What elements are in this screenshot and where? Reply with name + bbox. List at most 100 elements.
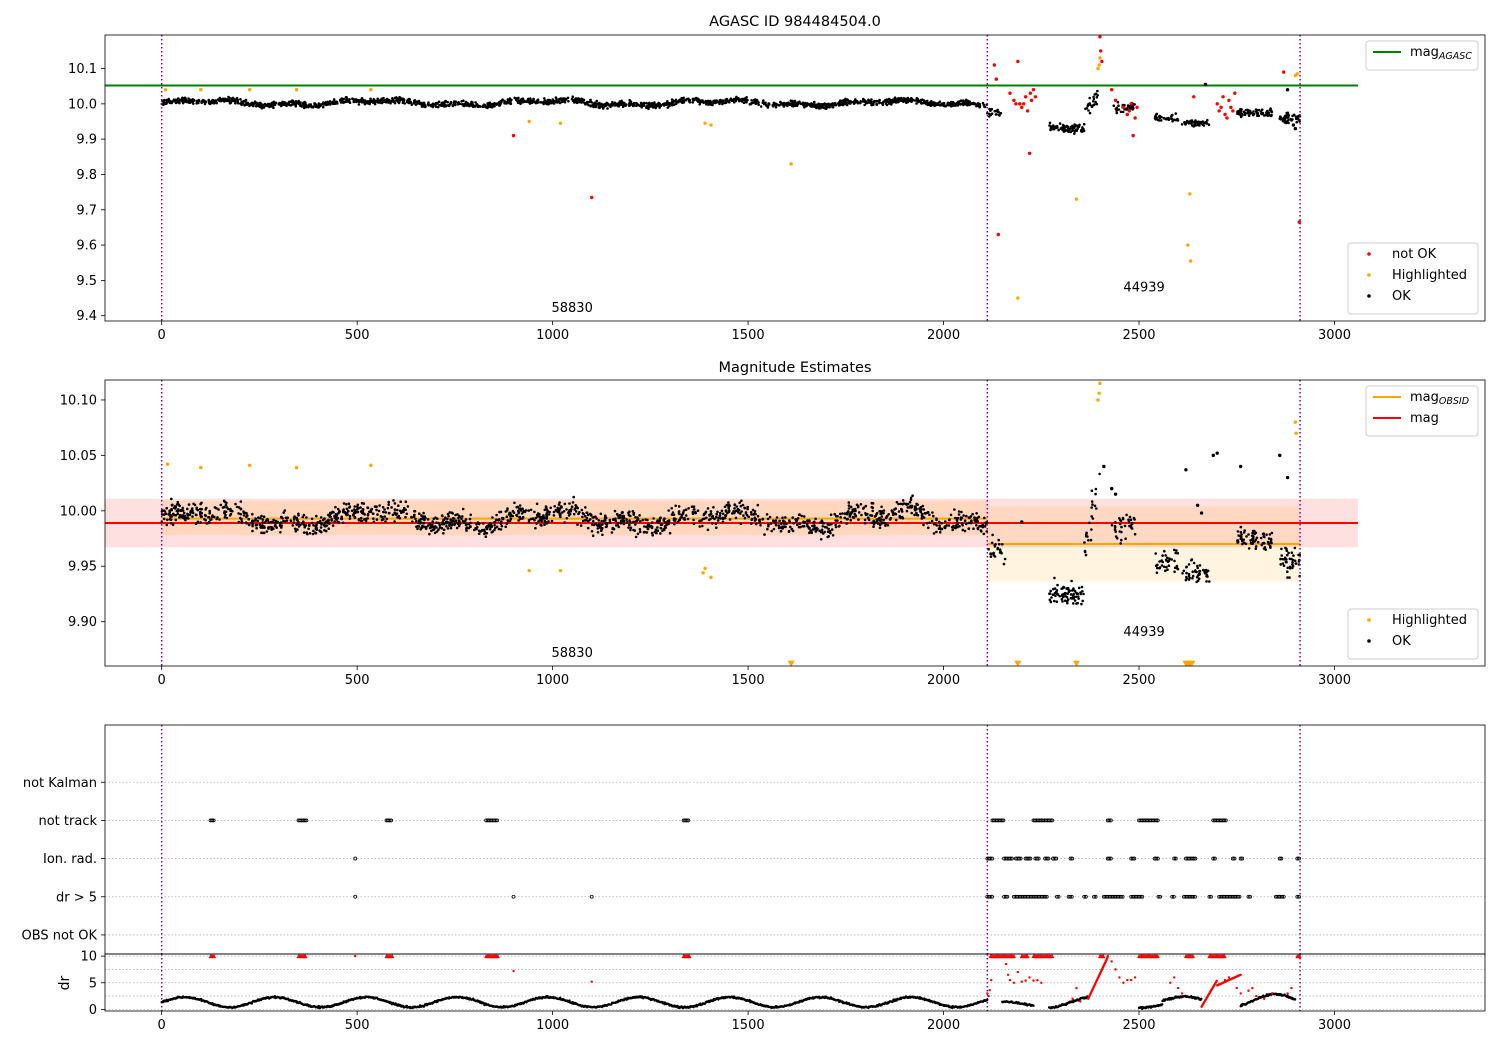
top-panel-ok-point bbox=[287, 101, 290, 105]
mid-panel-ok-point bbox=[237, 520, 241, 524]
top-panel-ok-point bbox=[609, 103, 613, 107]
mid-panel-xtick-label: 1000 bbox=[536, 673, 569, 688]
mid-panel-ok-point bbox=[415, 519, 418, 523]
mid-panel-ok-point bbox=[963, 529, 967, 533]
mid-panel-ok-point bbox=[280, 515, 283, 519]
top-panel-ok-point bbox=[767, 103, 771, 106]
mid-panel-ok-point bbox=[464, 523, 468, 527]
mid-panel-ok-point bbox=[433, 525, 437, 528]
top-panel-ok-point bbox=[1073, 129, 1077, 133]
mid-panel-ok-point bbox=[965, 522, 968, 526]
flags-panel-flag-marker bbox=[990, 894, 994, 899]
top-panel-ok-point bbox=[357, 100, 361, 104]
top-panel-ok-point bbox=[200, 100, 204, 103]
top-panel-ok-point bbox=[285, 104, 288, 108]
mid-panel-ok-point bbox=[416, 527, 419, 531]
mid-panel-ok-point bbox=[1049, 589, 1052, 593]
top-panel-point bbox=[1291, 123, 1296, 127]
top-panel-ok-point bbox=[1090, 105, 1094, 108]
top-panel-ok-point bbox=[723, 101, 727, 105]
mid-panel-ok-point bbox=[859, 503, 863, 506]
top-panel-ok-point bbox=[271, 101, 274, 104]
top-panel-ok-point bbox=[517, 96, 520, 100]
mid-panel-ok-point bbox=[296, 528, 299, 531]
top-panel-ok-point bbox=[1250, 111, 1254, 115]
mid-panel-ok-point bbox=[461, 507, 465, 511]
top-panel-ok-point bbox=[252, 104, 255, 108]
top-panel-ok-point bbox=[165, 98, 168, 102]
top-panel-ok-point bbox=[227, 99, 231, 103]
top-panel-ok-point bbox=[570, 97, 574, 101]
mid-panel-ok-point bbox=[328, 522, 331, 525]
top-panel-legend-box bbox=[1347, 242, 1479, 315]
mid-panel-ok-point bbox=[229, 509, 232, 512]
mid-panel-ok-point bbox=[1084, 553, 1088, 557]
mid-panel-ok-point bbox=[251, 522, 255, 525]
top-panel-ok-point bbox=[772, 101, 776, 105]
mid-panel-ok-point bbox=[403, 508, 406, 512]
mid-panel-ok-point bbox=[377, 509, 381, 513]
top-panel-ok-point bbox=[892, 100, 896, 104]
top-panel-point bbox=[1219, 105, 1223, 110]
top-panel-ok-point bbox=[1286, 116, 1290, 119]
flags-panel-flag-marker bbox=[1028, 856, 1033, 861]
top-panel-ok-point bbox=[684, 98, 687, 102]
top-panel-ok-point bbox=[1278, 115, 1282, 118]
top-panel-ok-point bbox=[1266, 109, 1269, 113]
mid-panel-ok-point bbox=[892, 513, 895, 517]
mid-panel-ok-point bbox=[819, 538, 823, 541]
mid-panel-ok-point bbox=[979, 529, 983, 532]
flags-panel-flag-marker bbox=[1236, 894, 1240, 899]
mid-panel-ok-point bbox=[191, 509, 194, 513]
mid-panel-ok-point bbox=[1080, 585, 1084, 589]
top-panel-point bbox=[1231, 109, 1235, 113]
mid-panel-ok-point bbox=[954, 516, 957, 520]
mid-panel-ok-point bbox=[1262, 534, 1266, 538]
mid-panel-ok-point bbox=[698, 519, 701, 523]
mid-panel-ok-point bbox=[184, 518, 187, 522]
mid-panel-ok-point bbox=[521, 517, 524, 520]
mid-panel-ok-point bbox=[328, 513, 332, 517]
top-panel-point bbox=[1016, 59, 1020, 64]
mid-panel-ok-point bbox=[1123, 524, 1127, 528]
mid-panel-ok-point bbox=[945, 524, 948, 527]
top-panel-ok-point bbox=[910, 97, 914, 101]
flags-panel-flag-marker bbox=[1068, 894, 1073, 899]
mid-panel-ok-point bbox=[798, 522, 802, 525]
top-panel-ok-point bbox=[887, 97, 891, 101]
mid-panel-ok-point bbox=[620, 519, 623, 522]
top-panel-ok-point bbox=[1170, 114, 1173, 117]
top-panel-xtick-label: 2500 bbox=[1122, 328, 1155, 343]
mid-panel-ok-point bbox=[334, 505, 337, 509]
mid-panel-ok-point bbox=[728, 518, 732, 521]
mid-panel-ok-point bbox=[570, 505, 574, 509]
mid-panel-ok-point bbox=[291, 524, 295, 527]
mid-panel-ok-point bbox=[638, 528, 642, 531]
top-panel-ok-point bbox=[950, 101, 954, 105]
top-panel-point bbox=[1129, 102, 1133, 106]
mid-panel-ok-point bbox=[871, 506, 875, 510]
top-panel-ok-point bbox=[474, 101, 477, 104]
top-panel-ok-point bbox=[933, 102, 936, 106]
mid-panel-ok-point bbox=[1098, 472, 1101, 476]
top-panel-ok-point bbox=[468, 104, 471, 108]
mid-panel-ok-point bbox=[323, 517, 326, 520]
mid-panel-ok-point bbox=[1125, 513, 1128, 517]
top-panel-ok-point bbox=[598, 103, 602, 107]
flags-panel-flag-marker bbox=[1008, 856, 1013, 861]
mid-panel-ok-point bbox=[717, 516, 720, 520]
top-panel-ok-point bbox=[342, 100, 345, 104]
mid-panel-ok-point bbox=[1288, 576, 1291, 579]
top-panel-ok-point bbox=[225, 98, 229, 101]
top-panel-ok-point bbox=[902, 97, 906, 100]
mid-panel-ok-point bbox=[835, 514, 838, 518]
mid-panel-ok-point bbox=[1237, 534, 1240, 537]
mid-panel-ok-point bbox=[967, 527, 971, 530]
mid-panel-ok-point bbox=[344, 513, 348, 516]
mid-panel-ok-point bbox=[1048, 598, 1052, 602]
mid-panel-ok-point bbox=[436, 517, 439, 520]
mid-panel-ok-point bbox=[938, 531, 942, 534]
mid-panel-ok-point bbox=[814, 517, 817, 521]
mid-panel-ok-point bbox=[590, 523, 594, 526]
flags-panel-flag-marker bbox=[1212, 856, 1217, 861]
